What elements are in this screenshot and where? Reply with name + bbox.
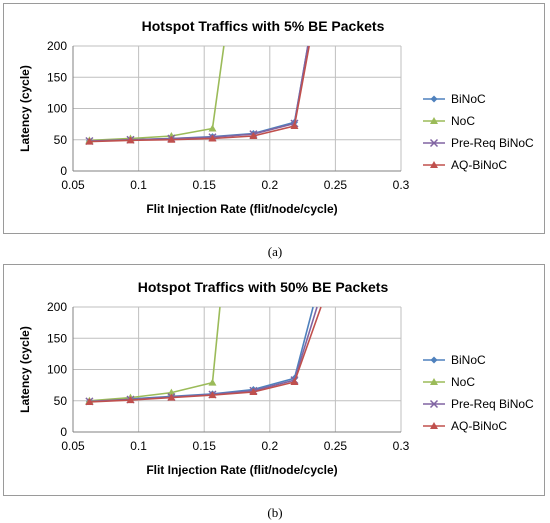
legend-marker xyxy=(430,378,438,385)
chart-frame-b xyxy=(3,264,545,496)
data-point xyxy=(208,378,217,386)
y-tick-label: 150 xyxy=(47,331,67,345)
x-tick-label: 0.1 xyxy=(130,178,147,192)
data-point xyxy=(249,132,258,139)
y-tick-label: 200 xyxy=(47,300,67,314)
y-tick-label: 100 xyxy=(47,363,67,377)
legend-marker xyxy=(430,117,438,124)
legend-label: NoC xyxy=(451,114,475,128)
caption-b: (b) xyxy=(267,505,283,520)
caption-a: (a) xyxy=(267,244,283,259)
x-tick-label: 0.1 xyxy=(130,439,147,453)
data-point xyxy=(208,124,217,132)
y-tick-label: 0 xyxy=(60,425,67,439)
data-point xyxy=(167,393,176,401)
x-tick-label: 0.25 xyxy=(324,178,348,192)
y-axis-label: Latency (cycle) xyxy=(18,65,32,152)
y-tick-label: 50 xyxy=(54,133,68,147)
y-axis-label: Latency (cycle) xyxy=(18,326,32,413)
legend-entry: BiNoC xyxy=(423,353,486,367)
chart-frame-a xyxy=(3,3,545,234)
legend-marker xyxy=(430,422,438,429)
data-point xyxy=(290,378,299,385)
legend-entry: NoC xyxy=(423,114,475,128)
x-tick-label: 0.15 xyxy=(193,439,217,453)
x-axis-label: Flit Injection Rate (flit/node/cycle) xyxy=(146,202,337,216)
data-point xyxy=(208,134,217,142)
data-point xyxy=(290,122,299,129)
series-noc xyxy=(85,306,221,404)
series-line xyxy=(89,306,314,403)
chart-title: Hotspot Traffics with 5% BE Packets xyxy=(142,18,385,34)
x-tick-label: 0.2 xyxy=(261,178,278,192)
series-pre-req-binoc xyxy=(85,45,309,146)
legend-marker xyxy=(429,138,439,148)
y-tick-label: 50 xyxy=(54,394,68,408)
y-tick-label: 200 xyxy=(47,39,67,53)
x-tick-label: 0.05 xyxy=(61,439,85,453)
series-binoc xyxy=(85,306,314,405)
legend-label: BiNoC xyxy=(451,353,486,367)
legend-label: BiNoC xyxy=(451,92,486,106)
series-line xyxy=(89,45,309,142)
legend-label: Pre-Req BiNoC xyxy=(451,136,534,150)
x-tick-label: 0.15 xyxy=(193,178,217,192)
series-aq-binoc xyxy=(85,45,310,145)
series-pre-req-binoc xyxy=(85,306,318,406)
legend-entry: Pre-Req BiNoC xyxy=(423,136,534,150)
data-point xyxy=(126,136,135,144)
legend-entry: BiNoC xyxy=(423,92,486,106)
x-tick-label: 0.05 xyxy=(61,178,85,192)
data-point xyxy=(249,388,258,395)
chart-title: Hotspot Traffics with 50% BE Packets xyxy=(138,279,389,295)
x-tick-label: 0.2 xyxy=(261,439,278,453)
data-point xyxy=(126,396,135,404)
y-tick-label: 0 xyxy=(60,164,67,178)
chart-b: Hotspot Traffics with 50% BE Packets 0 50 1… xyxy=(18,279,534,477)
chart-a: Hotspot Traffics with 5% BE Packets 0 50 10… xyxy=(18,18,534,216)
legend-entry: Pre-Req BiNoC xyxy=(423,397,534,411)
legend-label: AQ-BiNoC xyxy=(451,158,507,172)
legend-entry: AQ-BiNoC xyxy=(423,158,507,172)
legend-label: NoC xyxy=(451,375,475,389)
data-point xyxy=(167,135,176,143)
series-line xyxy=(89,306,322,403)
x-axis-label: Flit Injection Rate (flit/node/cycle) xyxy=(146,463,337,477)
legend-marker xyxy=(430,95,438,103)
data-point xyxy=(85,137,94,145)
legend-entry: AQ-BiNoC xyxy=(423,419,507,433)
series-line xyxy=(89,306,221,402)
y-tick-label: 100 xyxy=(47,102,67,116)
data-point xyxy=(167,388,176,396)
data-point xyxy=(208,391,217,399)
series-noc xyxy=(85,45,225,144)
x-tick-label: 0.25 xyxy=(324,439,348,453)
legend-marker xyxy=(430,356,438,364)
legend-marker xyxy=(429,399,439,409)
legend-entry: NoC xyxy=(423,375,475,389)
series-aq-binoc xyxy=(85,306,322,405)
x-tick-label: 0.3 xyxy=(393,178,410,192)
legend-label: AQ-BiNoC xyxy=(451,419,507,433)
legend-label: Pre-Req BiNoC xyxy=(451,397,534,411)
x-tick-label: 0.3 xyxy=(393,439,410,453)
series-binoc xyxy=(85,45,309,145)
y-tick-label: 150 xyxy=(47,70,67,84)
data-point xyxy=(85,398,94,405)
legend-marker xyxy=(430,161,438,168)
series-line xyxy=(89,306,318,403)
